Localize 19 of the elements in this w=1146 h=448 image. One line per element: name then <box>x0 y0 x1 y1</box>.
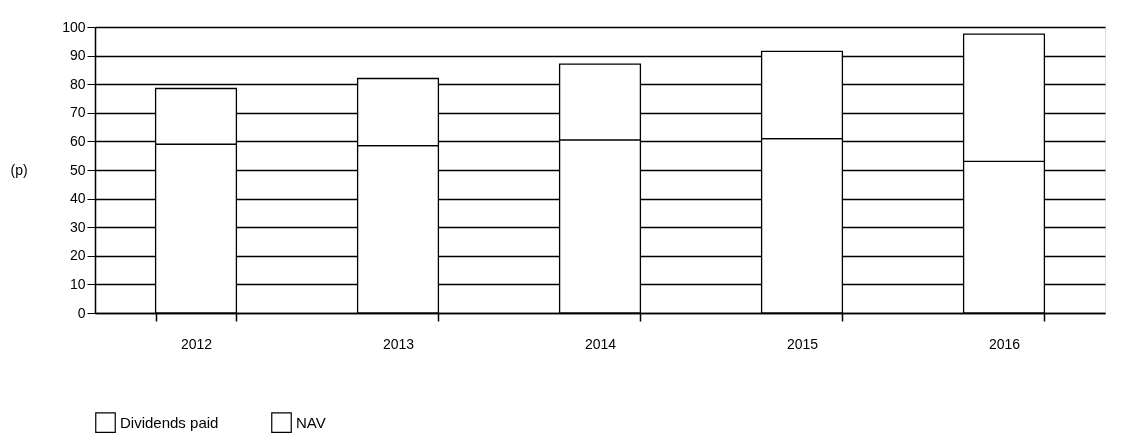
x-tick-label: 2012 <box>180 335 213 352</box>
x-tick-label: 2013 <box>382 335 415 352</box>
y-tick-label: 30 <box>69 218 86 235</box>
y-axis-title: (p) <box>10 161 28 178</box>
y-tick-label: 0 <box>77 304 86 321</box>
x-tick-label: 2014 <box>584 335 617 352</box>
y-tick-label: 60 <box>69 132 86 149</box>
y-tick-label: 50 <box>69 161 86 178</box>
y-tick-label: 10 <box>69 275 86 292</box>
y-tick-label: 20 <box>69 247 86 264</box>
y-tick-label: 40 <box>69 190 86 207</box>
legend-label: Dividends paid <box>120 413 219 431</box>
legend-label: NAV <box>296 413 326 431</box>
y-tick-label: 100 <box>62 18 86 35</box>
y-tick-label: 90 <box>69 47 86 64</box>
x-tick-label: 2015 <box>786 335 819 352</box>
x-tick-label: 2016 <box>988 335 1021 352</box>
y-tick-label: 80 <box>69 75 86 92</box>
y-tick-label: 70 <box>69 104 86 121</box>
